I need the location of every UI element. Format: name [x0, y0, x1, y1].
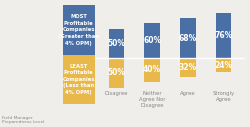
- Bar: [144, 23, 160, 58]
- Bar: [216, 13, 231, 58]
- FancyBboxPatch shape: [62, 5, 95, 55]
- Text: 40%: 40%: [143, 65, 161, 74]
- Text: 68%: 68%: [179, 34, 197, 43]
- Text: 76%: 76%: [214, 31, 233, 40]
- Text: Neither
Agree Nor
Disagree: Neither Agree Nor Disagree: [139, 91, 166, 108]
- Text: LEAST
Profitable
Companies
(Less than
4% OPM): LEAST Profitable Companies (Less than 4%…: [62, 64, 95, 95]
- Text: 32%: 32%: [179, 63, 197, 72]
- Bar: [216, 58, 231, 72]
- Bar: [109, 29, 124, 58]
- Text: Strongly
Agree: Strongly Agree: [212, 91, 235, 102]
- Text: Disagree: Disagree: [105, 91, 128, 96]
- Text: MOST
Profitable
Companies
(Greater than
4% OPM): MOST Profitable Companies (Greater than …: [58, 14, 99, 46]
- FancyBboxPatch shape: [62, 55, 95, 104]
- Text: 60%: 60%: [143, 36, 161, 45]
- Text: 24%: 24%: [214, 61, 233, 70]
- Bar: [144, 58, 160, 82]
- Bar: [109, 58, 124, 88]
- Text: 50%: 50%: [108, 68, 126, 77]
- Text: Agree: Agree: [180, 91, 196, 96]
- Bar: [180, 18, 196, 58]
- Text: 50%: 50%: [108, 39, 126, 48]
- Text: Field Manager
Preparedness Level: Field Manager Preparedness Level: [2, 116, 45, 124]
- Bar: [180, 58, 196, 77]
